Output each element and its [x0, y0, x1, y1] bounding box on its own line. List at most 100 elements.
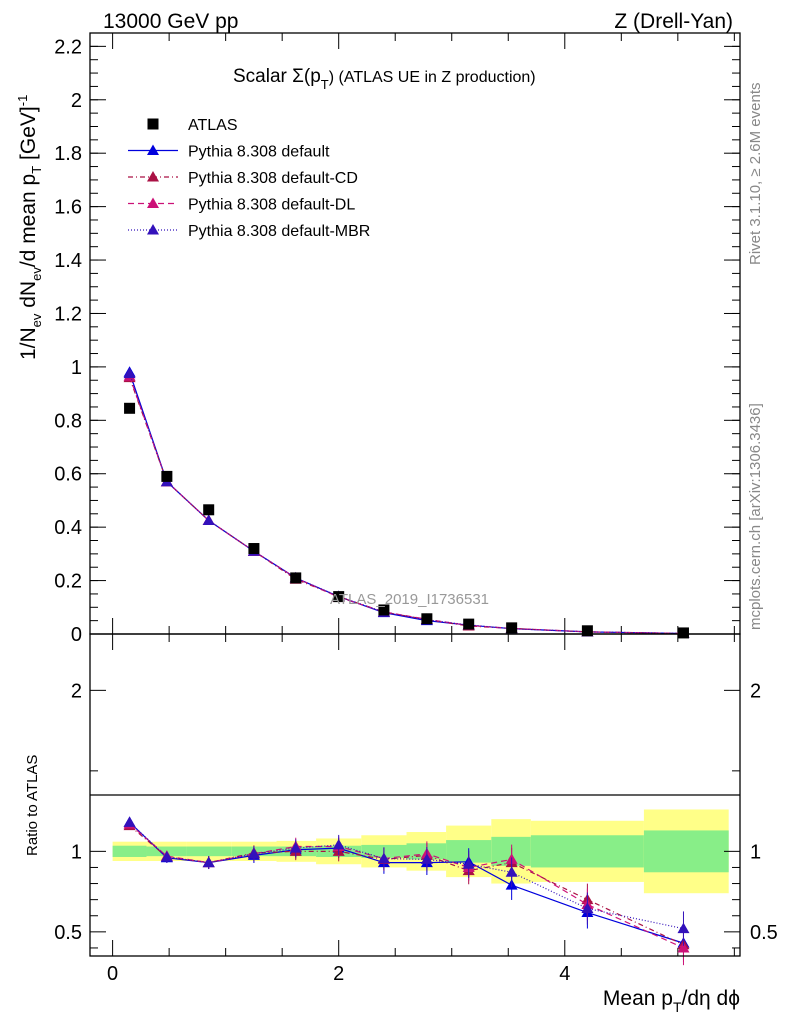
data-point [202, 514, 215, 525]
main-axis-ticks [90, 32, 740, 635]
main-y-tick-labels: 0 0.2 0.4 0.6 0.8 1 1.2 1.4 1.6 1.8 2 2.2 [54, 36, 82, 646]
legend: ATLAS Pythia 8.308 default Pythia 8.308 de… [128, 117, 370, 240]
y-tick-label: 1.8 [54, 143, 82, 165]
atlas-data-point [463, 618, 475, 630]
ratio-axis-ticks [90, 634, 740, 956]
green-band [530, 835, 644, 868]
y-tick-label: 2 [71, 90, 82, 112]
ylabel-part: /d mean p [17, 174, 40, 267]
atlas-data-point [581, 625, 593, 637]
y-tick-label: 2.2 [54, 36, 82, 58]
y-tick-label: 1 [71, 357, 82, 379]
ylabel-part: ev [29, 267, 44, 281]
atlas-data-point [677, 627, 689, 639]
ratio-series-line [129, 823, 684, 949]
ratio-data-point [247, 847, 260, 859]
y-tick-label: 1.2 [54, 303, 82, 325]
ratio-series-line [129, 821, 684, 930]
ratio-data-point [202, 856, 215, 868]
ratio-y-tick-label: 1 [71, 841, 82, 863]
legend-label: Pythia 8.308 default-MBR [188, 223, 370, 240]
ylabel-part: -1 [15, 95, 30, 107]
y-tick-label: 0 [71, 624, 82, 646]
ratio-data-point [377, 852, 390, 864]
legend-marker [147, 224, 159, 235]
ylabel-part: ev [29, 313, 44, 327]
ratio-data-point [462, 858, 475, 869]
series-line [129, 377, 684, 635]
ratio-panel: 0.5 0.5 1 1 2 2 0 2 4 Ratio to ATLAS Mean pT/dη… [24, 633, 778, 1015]
plot-title-sub: T [321, 77, 329, 92]
process-label: Z (Drell-Yan) [614, 10, 733, 33]
main-series [123, 366, 690, 639]
series-line [128, 376, 684, 635]
y-tick-label: 0.4 [54, 517, 82, 539]
x-axis-label: Mean pT/dη dϕ [603, 987, 740, 1015]
xlabel-tail: /dη dϕ [682, 987, 740, 1010]
ratio-y-tick-label: 2 [71, 680, 82, 702]
atlas-data-point [248, 543, 260, 555]
analysis-label: ATLAS_2019_I1736531 [330, 591, 489, 608]
xlabel-sub: T [673, 999, 682, 1015]
atlas-data-point [378, 604, 390, 616]
legend-label: Pythia 8.308 default [188, 144, 330, 161]
energy-label: 13000 GeV pp [103, 10, 238, 33]
legend-marker [147, 118, 159, 130]
ratio-series-line [129, 825, 684, 946]
legend-marker [147, 171, 159, 182]
x-tick-label: 2 [333, 963, 344, 985]
green-band [643, 830, 729, 873]
mcplots-label: mcplots.cern.ch [arXiv:1306.3436] [747, 403, 764, 630]
atlas-data-point [290, 572, 302, 584]
ratio-data-point [123, 816, 136, 827]
main-panel: 0 0.2 0.4 0.6 0.8 1 1.2 1.4 1.6 1.8 2 2.2 Scalar Σ(… [15, 32, 741, 646]
green-band [186, 846, 232, 857]
atlas-data-point [421, 613, 433, 625]
atlas-data-point [161, 470, 173, 482]
y-tick-label: 1.4 [54, 250, 82, 272]
atlas-data-point [203, 504, 215, 516]
ratio-data-point [677, 941, 690, 953]
ratio-data-point [160, 850, 173, 862]
atlas-data-point [333, 591, 345, 603]
atlas-data-point [506, 622, 518, 634]
ratio-data-point [289, 842, 302, 853]
plot-title: Scalar Σ(pT) (ATLAS UE in Z production) [233, 66, 536, 92]
ratio-y-tick-label-right: 0.5 [750, 922, 778, 944]
rivet-label: Rivet 3.1.10, ≥ 2.6M events [747, 83, 764, 266]
ylabel-part: dN [17, 281, 40, 314]
ratio-data-point [581, 902, 594, 914]
ratio-data-point [420, 853, 433, 864]
x-tick-label: 0 [107, 963, 118, 985]
ratio-uncertainty-bands [112, 809, 729, 894]
ylabel-part: T [29, 166, 44, 174]
legend-label: ATLAS [188, 117, 238, 134]
plot-title-main: Scalar Σ(p [233, 66, 321, 87]
ratio-series [123, 816, 690, 966]
x-tick-label: 4 [559, 963, 570, 985]
legend-label: Pythia 8.308 default-CD [188, 170, 358, 187]
ratio-y-tick-label-right: 1 [750, 841, 761, 863]
y-tick-label: 0.6 [54, 464, 82, 486]
plot-title-tail: ) (ATLAS UE in Z production) [329, 69, 536, 86]
ratio-y-tick-labels: 0.5 0.5 1 1 2 2 [54, 680, 778, 944]
ylabel-part: [GeV] [17, 106, 40, 166]
green-band [112, 845, 147, 857]
legend-marker [147, 197, 159, 208]
ratio-x-tick-labels: 0 2 4 [107, 963, 570, 985]
ratio-y-tick-label: 0.5 [54, 922, 82, 944]
ratio-data-point [505, 866, 518, 877]
legend-marker [147, 144, 159, 155]
data-point [123, 367, 136, 379]
ylabel-part: 1/N [17, 327, 40, 360]
ratio-y-tick-label-right: 2 [750, 680, 761, 702]
legend-label: Pythia 8.308 default-DL [188, 197, 355, 214]
ratio-data-point [677, 922, 690, 934]
atlas-data-point [124, 402, 136, 414]
y-tick-label: 1.6 [54, 197, 82, 219]
main-y-axis-label: 1/Nev dNev/d mean pT [GeV]-1 [15, 95, 44, 360]
xlabel-main: Mean p [603, 987, 673, 1010]
ratio-data-point [332, 838, 345, 850]
y-tick-label: 0.2 [54, 571, 82, 593]
